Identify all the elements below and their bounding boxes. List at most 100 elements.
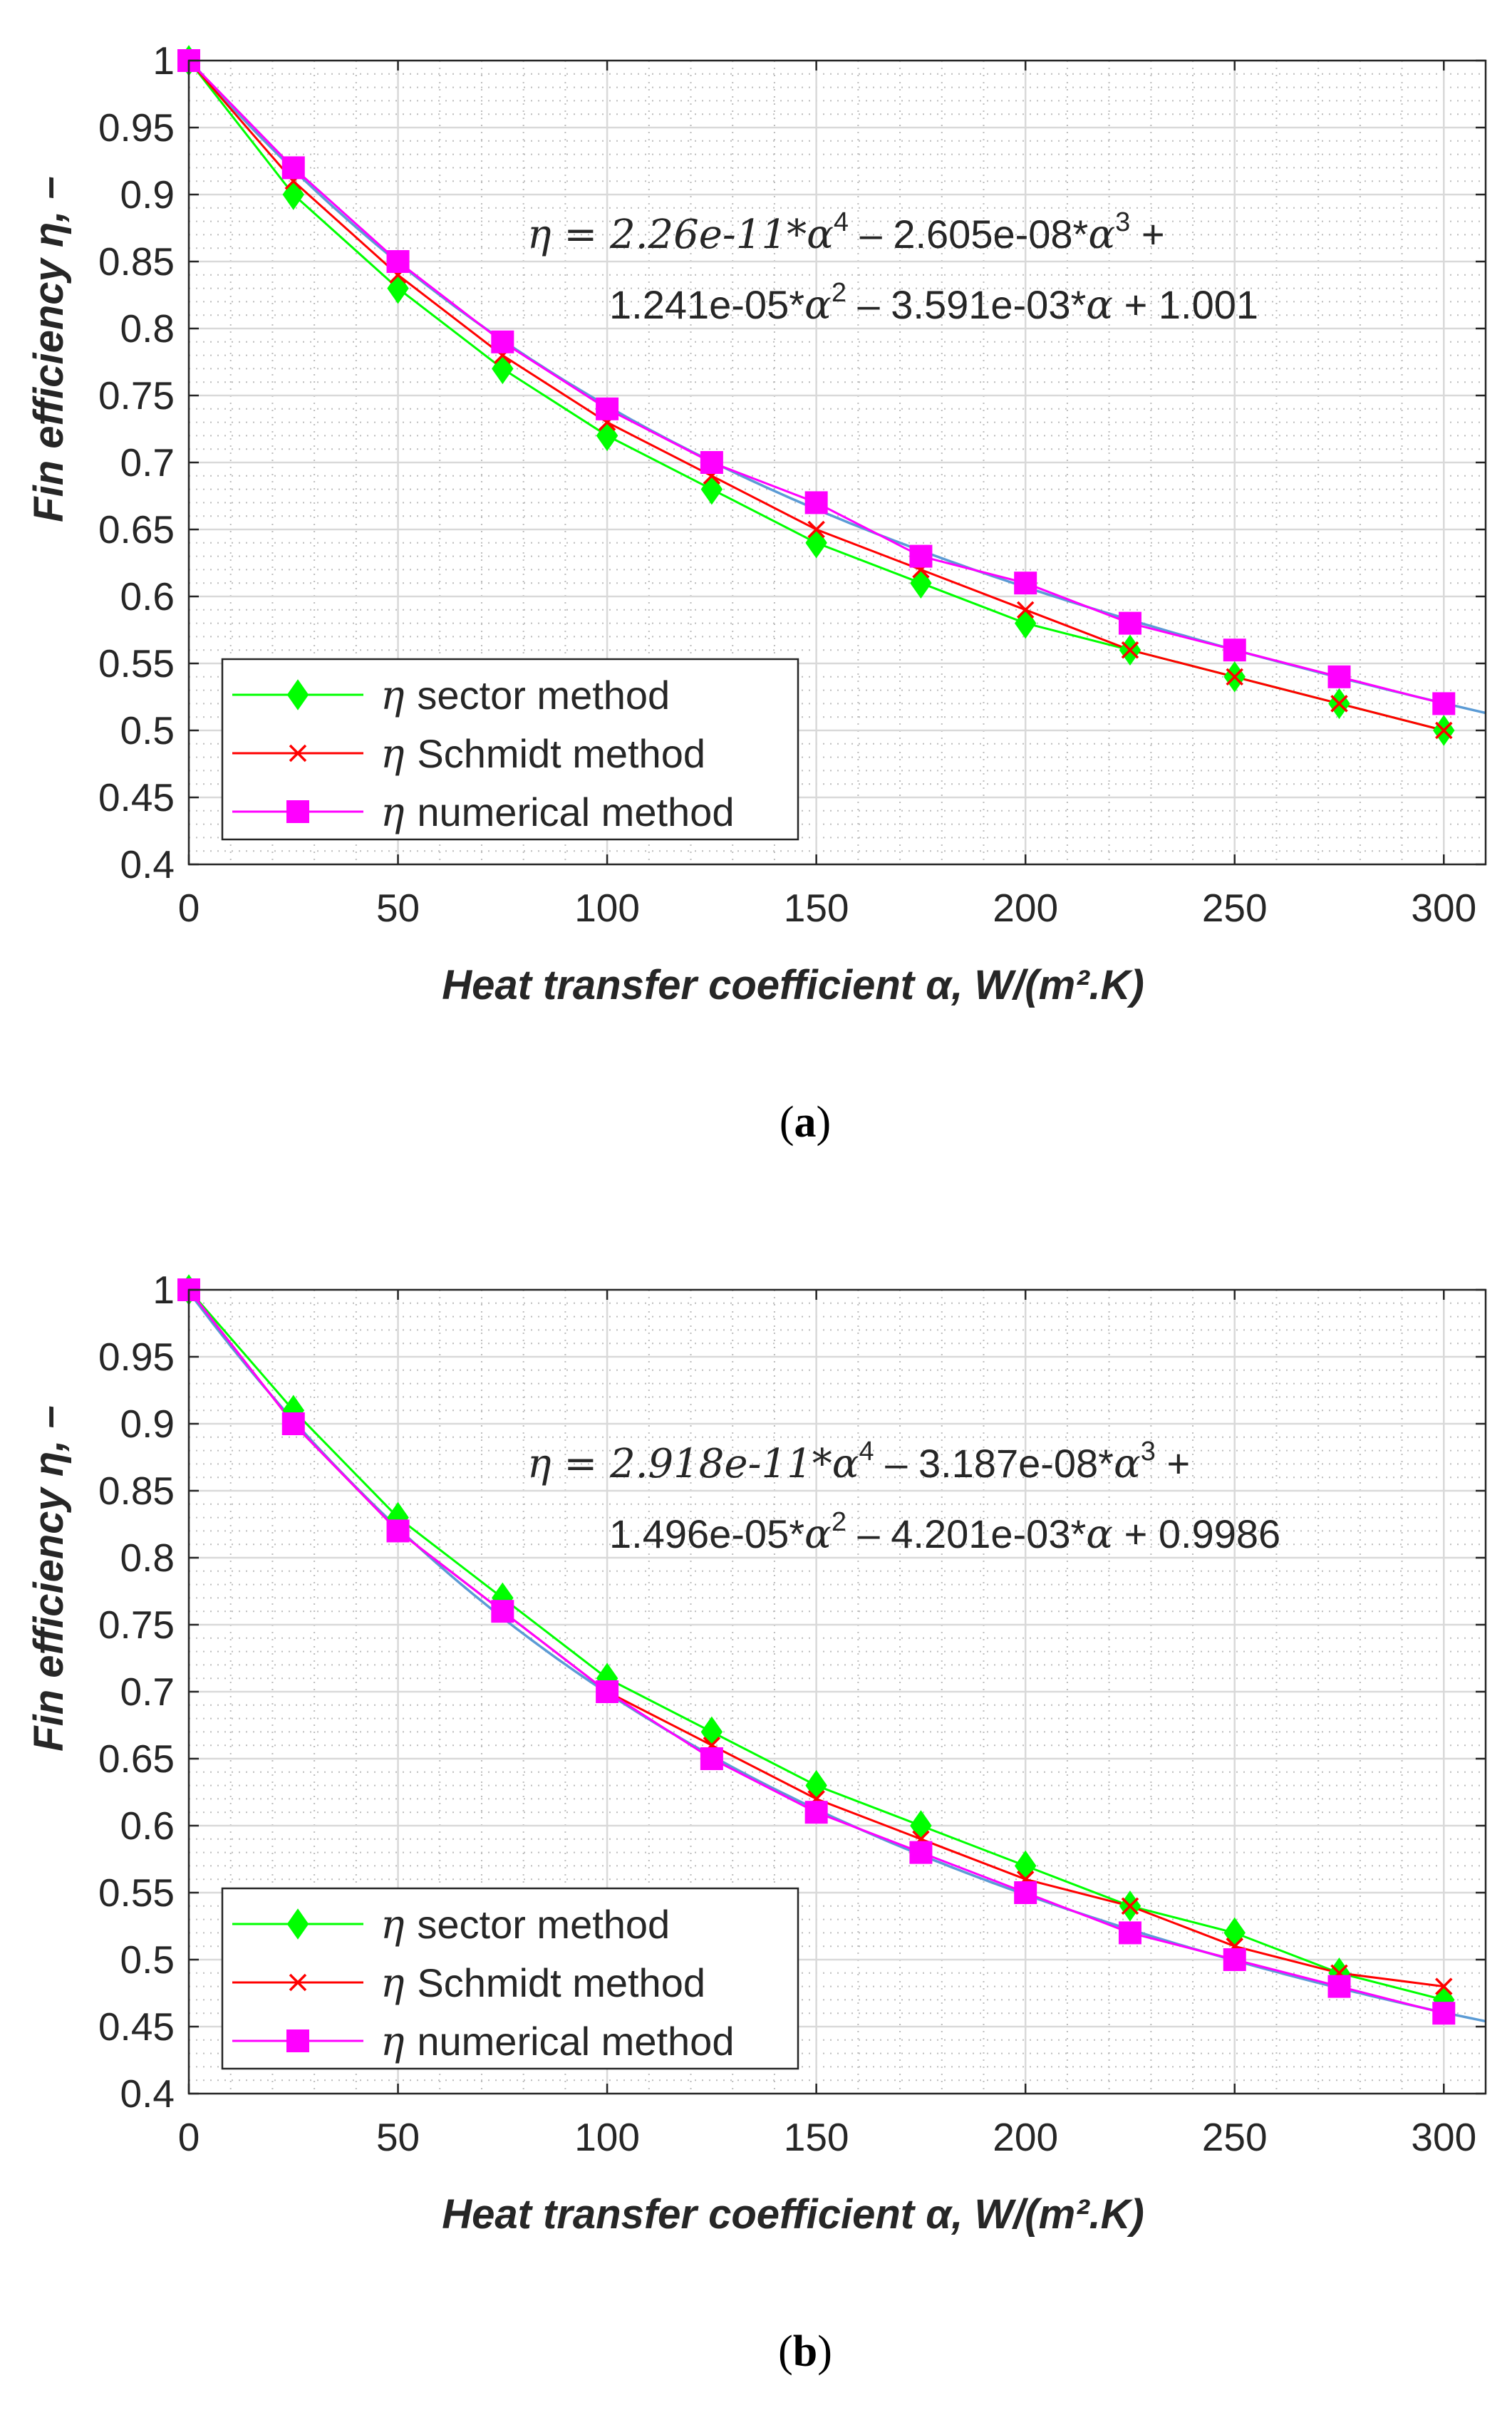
alpha-symbol: α (1088, 212, 1115, 258)
fit-equation-line-1: η = 2.26e-11*α4 – 2.605e-08*α3 + (527, 207, 1165, 258)
y-tick-label: 0.75 (98, 1603, 175, 1647)
data-point-Schmidt-method (1226, 668, 1243, 686)
x-tick-label: 150 (784, 2115, 849, 2159)
y-tick-label: 0.5 (120, 708, 175, 753)
data-point-numerical-method (1118, 1921, 1141, 1945)
eta-symbol: η (380, 2019, 417, 2065)
alpha-symbol: α (807, 212, 834, 258)
exponent: 4 (834, 207, 849, 237)
legend-label-text: numerical method (417, 790, 734, 834)
legend-label-sector-method: η sector method (380, 1902, 670, 1948)
eta-symbol: η (380, 673, 417, 719)
legend-label-Schmidt-method: η Schmidt method (380, 731, 705, 777)
equation-term: – 3.591e-03* (846, 282, 1086, 327)
legend-box (221, 1887, 799, 2070)
data-point-numerical-method (1223, 1948, 1246, 1971)
data-point-numerical-method (596, 1680, 619, 1703)
data-point-Schmidt-method (807, 520, 825, 539)
data-point-Schmidt-method (1330, 695, 1348, 713)
legend-label-text: Schmidt method (417, 731, 705, 776)
legend-label-text: sector method (417, 673, 670, 718)
data-point-numerical-method (1014, 1881, 1037, 1904)
equation-term: – 3.187e-08* (874, 1441, 1114, 1486)
y-tick-label: 0.7 (120, 1670, 175, 1714)
chart-panel-a: 0 50 100 150 200 250 300 0.4 0.45 0.5 0.55 0.6 0.65 0… (26, 38, 1487, 1147)
alpha-symbol: α (1114, 1441, 1141, 1487)
y-tick-label: 1 (152, 1268, 175, 1312)
data-point-numerical-method (1327, 1975, 1351, 1998)
legend-label-text: Schmidt method (417, 1960, 705, 2005)
y-tick-label: 0.6 (120, 1804, 175, 1848)
x-tick-label: 250 (1202, 2115, 1268, 2159)
legend-marker-Schmidt-method (289, 744, 307, 762)
y-tick-label: 0.65 (98, 507, 175, 552)
legend-box (221, 658, 799, 841)
legend-label-numerical-method: η numerical method (380, 2019, 734, 2065)
data-point-Schmidt-method (1016, 601, 1035, 619)
alpha-symbol: α (1086, 1511, 1113, 1558)
x-tick-label: 50 (376, 886, 420, 930)
equation-term: + (1130, 212, 1164, 257)
x-tick-label: 200 (993, 886, 1058, 930)
x-tick-label: 150 (784, 886, 849, 930)
x-tick-label: 100 (574, 886, 640, 930)
equation-term: 1.496e-05* (609, 1511, 804, 1556)
legend-label-sector-method: η sector method (380, 673, 670, 719)
data-point-numerical-method (909, 1841, 933, 1864)
y-tick-label: 0.55 (98, 641, 175, 686)
panel-label-a: (a) (780, 1098, 831, 1147)
eta-symbol: η (380, 1902, 417, 1948)
data-point-numerical-method (491, 330, 514, 353)
data-point-numerical-method (386, 250, 410, 273)
y-tick-label: 0.55 (98, 1871, 175, 1915)
data-point-numerical-method (804, 1801, 828, 1824)
x-axis-label: Heat transfer coefficient α, W/(m².K) (442, 962, 1144, 1008)
legend-marker-Schmidt-method (289, 1973, 307, 1992)
y-tick-label: 0.85 (98, 1469, 175, 1513)
data-point-numerical-method (909, 544, 933, 568)
data-point-numerical-method (1223, 638, 1246, 662)
legend-label-Schmidt-method: η Schmidt method (380, 1960, 705, 2007)
equation-term: + 0.9986 (1113, 1511, 1280, 1556)
x-tick-label: 0 (178, 886, 200, 930)
eta-symbol: η = 2.918e-11* (527, 1441, 832, 1487)
y-tick-label: 0.8 (120, 1536, 175, 1580)
data-point-numerical-method (386, 1519, 410, 1543)
y-tick-label: 0.9 (120, 1402, 175, 1446)
data-point-numerical-method (1432, 2002, 1456, 2025)
y-tick-label: 0.4 (120, 2072, 175, 2116)
data-point-numerical-method (700, 1747, 723, 1770)
data-point-Schmidt-method (1121, 641, 1139, 659)
data-point-numerical-method (804, 491, 828, 514)
y-tick-label: 0.75 (98, 373, 175, 418)
y-tick-label: 0.8 (120, 306, 175, 351)
data-point-numerical-method (491, 1600, 514, 1623)
x-tick-label: 250 (1202, 886, 1268, 930)
fit-equation-line-1: η = 2.918e-11*α4 – 3.187e-08*α3 + (527, 1437, 1190, 1487)
data-point-numerical-method (281, 156, 305, 180)
y-tick-label: 1 (152, 38, 175, 83)
legend-label-text: sector method (417, 1902, 670, 1947)
eta-symbol: η (380, 1960, 417, 2007)
equation-term: + (1156, 1441, 1190, 1486)
y-tick-label: 0.95 (98, 1335, 175, 1379)
equation-term: – 4.201e-03* (846, 1511, 1086, 1556)
alpha-symbol: α (832, 1441, 859, 1487)
equation-term: + 1.001 (1113, 282, 1258, 327)
legend-marker-sector-method (286, 679, 309, 710)
equation-term: – 2.605e-08* (849, 212, 1088, 257)
y-tick-label: 0.6 (120, 574, 175, 619)
x-tick-label: 200 (993, 2115, 1058, 2159)
y-tick-label: 0.95 (98, 105, 175, 150)
x-axis-label: Heat transfer coefficient α, W/(m².K) (442, 2191, 1144, 2238)
data-point-numerical-method (1118, 611, 1141, 635)
alpha-symbol: α (804, 282, 832, 329)
fit-equation-line-2: 1.241e-05*α2 – 3.591e-03*α + 1.001 (609, 278, 1258, 329)
y-tick-label: 0.5 (120, 1938, 175, 1982)
eta-symbol: η = 2.26e-11* (527, 212, 807, 258)
exponent: 2 (832, 278, 846, 308)
y-tick-label: 0.4 (120, 842, 175, 886)
data-point-numerical-method (700, 451, 723, 474)
legend-label-numerical-method: η numerical method (380, 790, 734, 836)
